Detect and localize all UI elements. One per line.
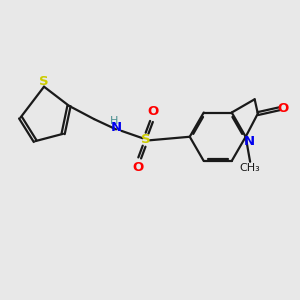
Text: N: N bbox=[111, 122, 122, 134]
Text: N: N bbox=[244, 135, 255, 148]
Text: O: O bbox=[147, 105, 159, 118]
Text: O: O bbox=[133, 161, 144, 174]
Text: CH₃: CH₃ bbox=[240, 163, 260, 173]
Text: S: S bbox=[141, 133, 150, 146]
Text: O: O bbox=[277, 102, 289, 115]
Text: H: H bbox=[110, 116, 118, 126]
Text: S: S bbox=[39, 75, 49, 88]
